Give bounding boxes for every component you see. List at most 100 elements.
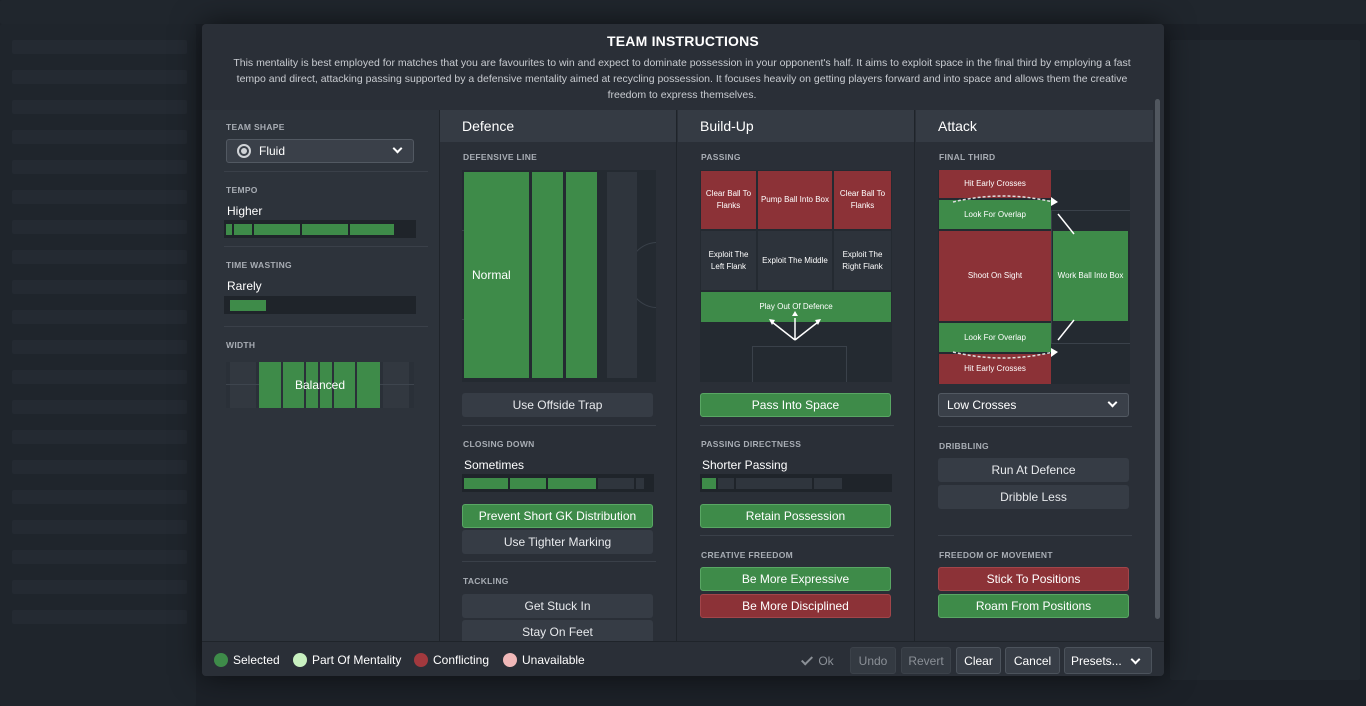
play-out-of-defence[interactable]: Play Out Of Defence	[701, 292, 891, 322]
time-wasting-value: Rarely	[227, 279, 262, 293]
exploit-the-middle[interactable]: Exploit The Middle	[758, 231, 832, 290]
prevent-short-gk-distribution-button[interactable]: Prevent Short GK Distribution	[462, 504, 653, 528]
directness-seg	[718, 478, 734, 489]
unavailable-dot-icon	[503, 652, 517, 667]
passing-pitch[interactable]: Clear Ball To Flanks Pump Ball Into Box …	[700, 170, 892, 382]
be-more-disciplined-button[interactable]: Be More Disciplined	[700, 594, 891, 618]
width-value: Balanced	[294, 378, 346, 392]
crossing-dropdown[interactable]: Low Crosses	[938, 393, 1129, 417]
defensive-line-pitch[interactable]: Normal	[462, 170, 656, 382]
width-pitch[interactable]: Balanced	[226, 362, 414, 408]
retain-possession-button[interactable]: Retain Possession	[700, 504, 891, 528]
freedom-of-movement-label: FREEDOM OF MOVEMENT	[939, 550, 1053, 560]
scrollbar[interactable]	[1155, 99, 1160, 619]
attack-column: Attack FINAL THIRD Hit Early Crosses Loo…	[916, 110, 1153, 641]
closing-down-seg	[510, 478, 546, 489]
directness-seg	[702, 478, 716, 489]
run-at-defence-button[interactable]: Run At Defence	[938, 458, 1129, 482]
team-shape-label: TEAM SHAPE	[226, 122, 285, 132]
passing-label: PASSING	[701, 152, 741, 162]
creative-freedom-label: CREATIVE FREEDOM	[701, 550, 794, 560]
hit-early-crosses-bottom[interactable]: Hit Early Crosses	[939, 354, 1051, 384]
closing-down-label: CLOSING DOWN	[463, 439, 535, 449]
chevron-down-icon	[1107, 397, 1118, 408]
buildup-title: Build-Up	[678, 110, 914, 142]
check-icon	[801, 652, 814, 666]
undo-button[interactable]: Undo	[850, 647, 896, 674]
clear-ball-to-flanks-left[interactable]: Clear Ball To Flanks	[701, 171, 756, 229]
dribble-less-button[interactable]: Dribble Less	[938, 485, 1129, 509]
passing-directness-slider[interactable]	[700, 474, 892, 492]
be-more-expressive-button[interactable]: Be More Expressive	[700, 567, 891, 591]
tackling-label: TACKLING	[463, 576, 509, 586]
overlap-arrows-icon	[952, 195, 1075, 359]
defensive-line-value: Normal	[472, 268, 511, 282]
mentality-description: This mentality is best employed for matc…	[233, 57, 1131, 101]
exploit-left-flank[interactable]: Exploit The Left Flank	[701, 231, 756, 290]
stay-on-feet-button[interactable]: Stay On Feet	[462, 620, 653, 644]
presets-dropdown[interactable]: Presets...	[1064, 647, 1152, 674]
defensive-line-normal	[464, 172, 529, 378]
final-third-label: FINAL THIRD	[939, 152, 996, 162]
pass-into-space-button[interactable]: Pass Into Space	[700, 393, 891, 417]
shoot-on-sight[interactable]: Shoot On Sight	[939, 231, 1051, 321]
clear-ball-to-flanks-right[interactable]: Clear Ball To Flanks	[834, 171, 891, 229]
revert-button[interactable]: Revert	[901, 647, 951, 674]
team-shape-value: Fluid	[259, 144, 286, 158]
closing-down-seg	[548, 478, 596, 489]
closing-down-seg	[636, 478, 644, 489]
part-of-mentality-dot-icon	[293, 652, 307, 667]
get-stuck-in-button[interactable]: Get Stuck In	[462, 594, 653, 618]
defensive-line-band	[532, 172, 563, 378]
roam-from-positions-button[interactable]: Roam From Positions	[938, 594, 1129, 618]
final-third-pitch[interactable]: Hit Early Crosses Look For Overlap Shoot…	[938, 170, 1130, 384]
time-wasting-label: TIME WASTING	[226, 260, 292, 270]
defensive-line-label: DEFENSIVE LINE	[463, 152, 538, 162]
defensive-line-band	[566, 172, 597, 378]
dribbling-label: DRIBBLING	[939, 441, 989, 451]
legend-conflicting: Conflicting	[414, 642, 489, 676]
tempo-value: Higher	[227, 204, 263, 218]
passing-directness-label: PASSING DIRECTNESS	[701, 439, 802, 449]
team-settings-panel: TEAM SHAPE Fluid TEMPO Higher TIME WASTI…	[202, 110, 440, 641]
closing-down-seg	[464, 478, 508, 489]
dialog-footer: Selected Part Of Mentality Conflicting U…	[202, 641, 1164, 676]
directness-seg	[814, 478, 842, 489]
defence-title: Defence	[440, 110, 676, 142]
team-shape-dropdown[interactable]: Fluid	[226, 139, 414, 163]
legend-selected-label: Selected	[233, 652, 280, 667]
ok-label: Ok	[818, 653, 834, 668]
cancel-button[interactable]: Cancel	[1005, 647, 1060, 674]
pass-arrows-icon	[769, 311, 821, 341]
use-offside-trap-button[interactable]: Use Offside Trap	[462, 393, 653, 417]
fluid-icon	[237, 144, 251, 158]
passing-directness-value: Shorter Passing	[702, 458, 788, 472]
pump-ball-into-box[interactable]: Pump Ball Into Box	[758, 171, 832, 229]
use-tighter-marking-button[interactable]: Use Tighter Marking	[462, 530, 653, 554]
dialog-header: TEAM INSTRUCTIONS This mentality is best…	[202, 24, 1164, 110]
legend-unavailable: Unavailable	[503, 642, 585, 676]
look-for-overlap-bottom[interactable]: Look For Overlap	[939, 323, 1051, 352]
defence-column: Defence DEFENSIVE LINE Normal Use Offsid…	[440, 110, 677, 644]
stick-to-positions-button[interactable]: Stick To Positions	[938, 567, 1129, 591]
closing-down-slider[interactable]	[462, 474, 654, 492]
instruction-columns: Defence DEFENSIVE LINE Normal Use Offsid…	[440, 110, 1153, 644]
ok-button[interactable]: Ok	[798, 647, 840, 674]
chevron-down-icon	[392, 143, 403, 154]
exploit-right-flank[interactable]: Exploit The Right Flank	[834, 231, 891, 290]
time-wasting-slider[interactable]	[224, 296, 416, 314]
tempo-seg	[350, 224, 394, 235]
directness-seg	[736, 478, 812, 489]
hit-early-crosses-top[interactable]: Hit Early Crosses	[939, 170, 1051, 198]
look-for-overlap-top[interactable]: Look For Overlap	[939, 200, 1051, 229]
tempo-label: TEMPO	[226, 185, 258, 195]
closing-down-value: Sometimes	[464, 458, 525, 472]
clear-button[interactable]: Clear	[956, 647, 1001, 674]
tempo-seg	[226, 224, 232, 235]
tempo-seg	[234, 224, 252, 235]
tempo-slider[interactable]	[224, 220, 416, 238]
dialog-title: TEAM INSTRUCTIONS	[607, 33, 759, 49]
work-ball-into-box[interactable]: Work Ball Into Box	[1053, 231, 1128, 321]
legend-selected: Selected	[214, 642, 280, 676]
